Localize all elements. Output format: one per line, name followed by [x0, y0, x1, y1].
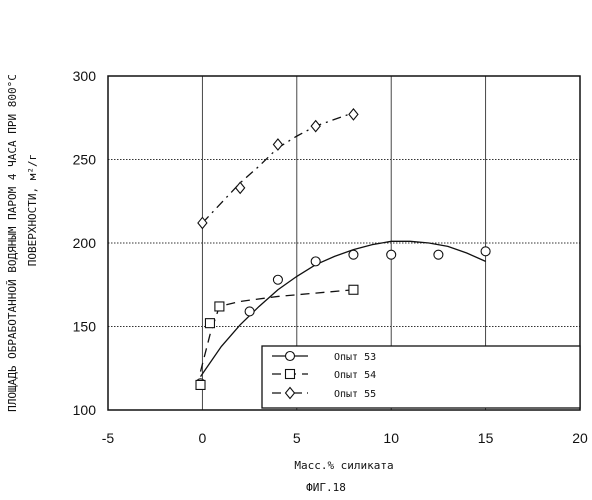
figure-caption: ФИГ.18 [306, 481, 346, 494]
series-line [202, 113, 353, 223]
data-point-square [215, 302, 224, 311]
data-point-circle [273, 275, 282, 284]
y-axis-label-line1: ПЛОЩАДЬ ОБРАБОТАННОЙ ВОДЯНЫМ ПАРОМ 4 ЧАС… [6, 74, 19, 412]
data-point-square [205, 319, 214, 328]
x-tick-label: -5 [102, 430, 115, 446]
x-tick-label: 10 [383, 430, 399, 446]
legend: Опыт 53 Опыт 54 Опыт 55 [262, 346, 580, 408]
legend-marker-square [286, 370, 295, 379]
legend-label: Опыт 53 [334, 352, 376, 363]
data-point-circle [349, 250, 358, 259]
y-axis-label-line2: ПОВЕРХНОСТИ, м²/г [26, 154, 39, 267]
x-tick-labels: -5 0 5 10 15 20 [102, 430, 588, 446]
data-point-diamond [311, 121, 320, 132]
data-point-diamond [236, 182, 245, 193]
x-tick-label: 0 [199, 430, 207, 446]
y-tick-label: 300 [73, 68, 97, 84]
x-tick-label: 20 [572, 430, 588, 446]
y-tick-label: 100 [73, 402, 97, 418]
x-tick-label: 15 [478, 430, 494, 446]
x-axis-label: Масс.% силиката [294, 459, 393, 472]
y-tick-labels: 100 150 200 250 300 [73, 68, 97, 418]
data-point-square [349, 285, 358, 294]
legend-marker-circle [286, 352, 295, 361]
y-tick-label: 150 [73, 319, 97, 335]
data-point-circle [311, 257, 320, 266]
legend-label: Опыт 54 [334, 370, 376, 381]
series-curves [201, 113, 486, 377]
data-point-circle [245, 307, 254, 316]
legend-box [262, 346, 580, 408]
data-point-diamond [349, 109, 358, 120]
data-point-circle [387, 250, 396, 259]
y-tick-label: 200 [73, 235, 97, 251]
data-point-square [196, 380, 205, 389]
data-point-diamond [273, 139, 282, 150]
y-tick-label: 250 [73, 152, 97, 168]
data-point-circle [434, 250, 443, 259]
legend-label: Опыт 55 [334, 389, 376, 400]
data-point-circle [481, 247, 490, 256]
x-tick-label: 5 [293, 430, 301, 446]
